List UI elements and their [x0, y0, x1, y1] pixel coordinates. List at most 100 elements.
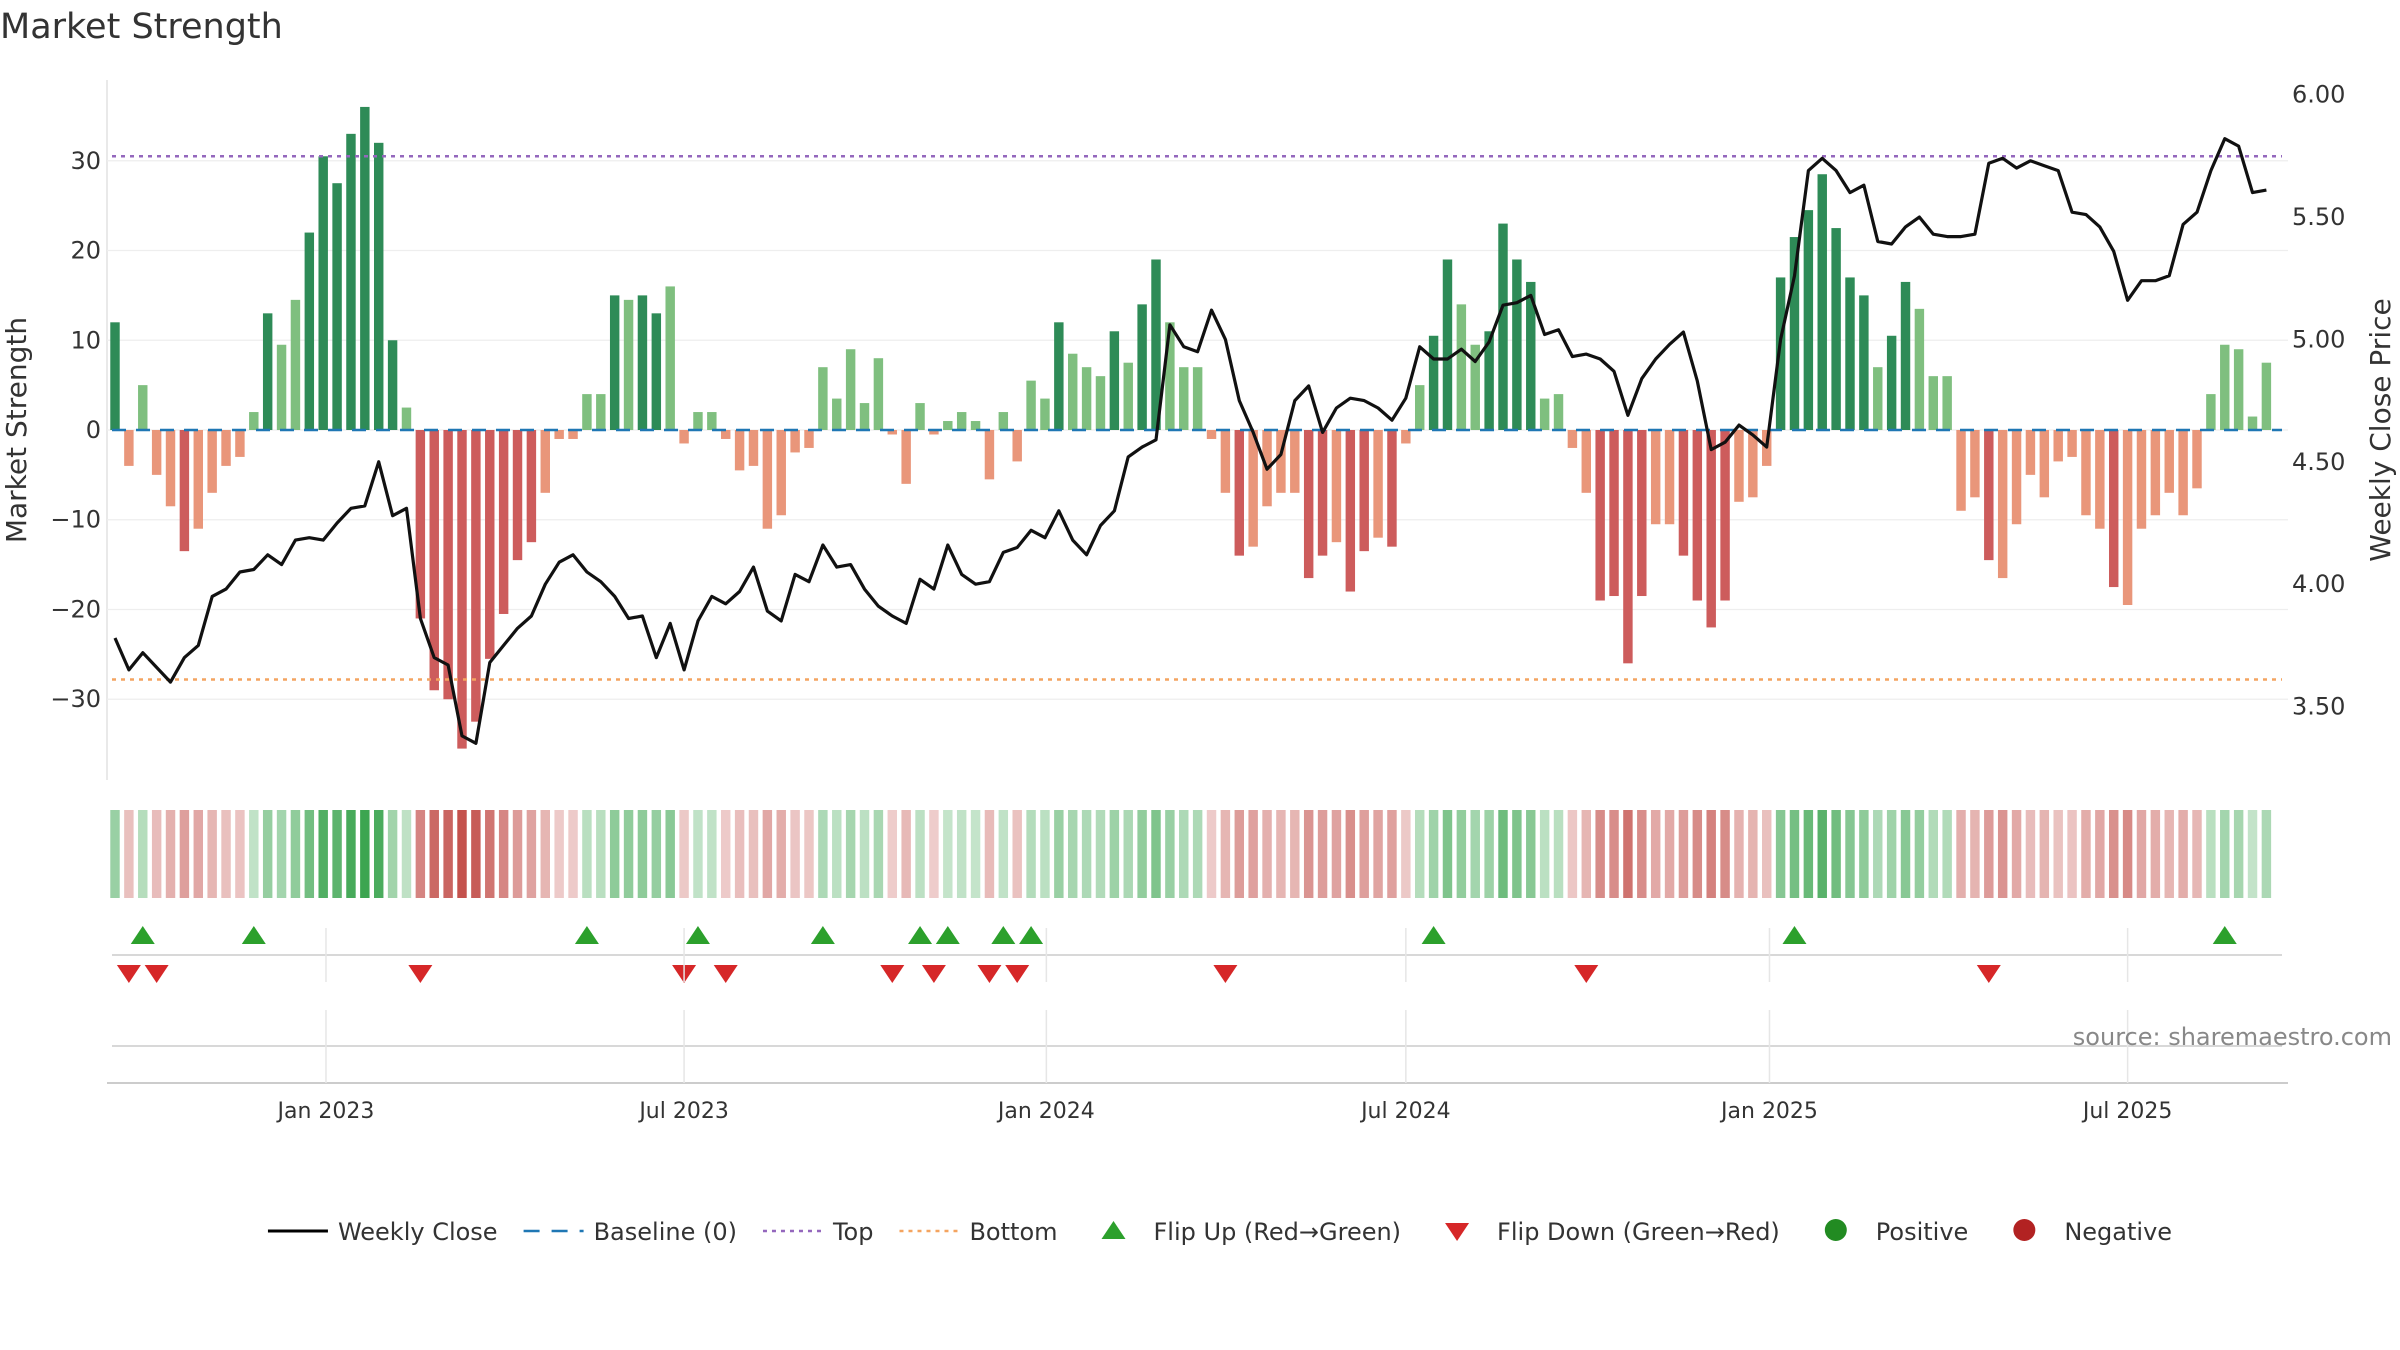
heat-cell: [901, 810, 911, 898]
strength-bar: [1734, 430, 1744, 502]
strength-bar: [1623, 430, 1633, 664]
heat-cell: [1026, 810, 1036, 898]
flip-down-marker: [880, 965, 905, 983]
strength-bar: [845, 349, 856, 430]
source-credit: source: sharemaestro.com: [2073, 1023, 2392, 1051]
heat-cell: [596, 810, 606, 898]
heat-cell: [2247, 810, 2258, 898]
y-axis-left: 30 20 10 0 −10 −20 −30: [50, 147, 101, 713]
heat-cell: [443, 810, 453, 898]
heat-cell: [1012, 810, 1022, 898]
strength-bar: [290, 299, 301, 430]
strength-bar: [1054, 322, 1064, 430]
strength-bar: [221, 430, 231, 466]
strength-bar: [1970, 430, 1980, 498]
flip-up-marker: [935, 926, 960, 944]
reference-lines: [112, 155, 2282, 681]
strength-bar: [1470, 344, 1480, 430]
heat-cell: [262, 810, 273, 898]
strength-bar: [596, 394, 606, 430]
heat-cell: [124, 810, 134, 898]
strength-bar: [1567, 430, 1578, 448]
heat-cell: [1248, 810, 1258, 898]
strength-bar: [1678, 430, 1689, 556]
heat-cell: [1845, 810, 1855, 898]
flip-down-marker: [977, 965, 1002, 983]
heat-cell: [693, 810, 703, 898]
strength-bar: [956, 412, 967, 430]
strength-bar: [1026, 380, 1036, 430]
heat-cell: [984, 810, 995, 898]
strength-bar: [2053, 430, 2063, 462]
strength-bar: [498, 430, 509, 614]
heat-cell: [1970, 810, 1980, 898]
heat-cell: [956, 810, 967, 898]
strength-bar: [193, 430, 203, 529]
heat-cell: [1512, 810, 1522, 898]
strength-bar: [554, 430, 564, 439]
strength-bar: [235, 430, 245, 457]
heat-cell: [887, 810, 897, 898]
strength-bar: [1012, 430, 1022, 462]
legend-swatch: [1824, 1219, 1847, 1241]
strength-bar: [1165, 322, 1175, 430]
heat-cell: [276, 810, 287, 898]
strength-bar: [1886, 335, 1897, 430]
strength-bar: [776, 430, 786, 516]
heat-cell: [1262, 810, 1272, 898]
strength-bar: [471, 430, 481, 722]
legend-label: Top: [832, 1218, 874, 1246]
flip-up-marker: [130, 926, 155, 944]
heat-cell: [193, 810, 203, 898]
heat-cell: [1526, 810, 1536, 898]
strength-bar: [1290, 430, 1300, 493]
strength-bar: [1595, 430, 1605, 601]
strength-bar: [443, 430, 453, 700]
legend-item: Flip Up (Red→Green): [1101, 1218, 1401, 1246]
heat-cell: [1609, 810, 1619, 898]
y-tick-label: −30: [50, 685, 101, 713]
heat-cell: [2261, 810, 2272, 898]
strength-bar: [748, 430, 759, 466]
heat-cell: [1290, 810, 1300, 898]
flip-down-marker: [1976, 965, 2001, 983]
heat-cell: [1442, 810, 1453, 898]
y-tick-label: 20: [70, 237, 101, 265]
strength-bar: [1234, 430, 1244, 556]
strength-bar: [124, 430, 134, 466]
strength-bar: [1498, 223, 1508, 430]
strength-bar: [623, 299, 634, 430]
heat-cell: [915, 810, 925, 898]
heat-cell: [1054, 810, 1064, 898]
strength-bar: [1428, 335, 1439, 430]
y-tick-label: 30: [70, 147, 101, 175]
heat-cell: [1345, 810, 1356, 898]
heat-cell: [2109, 810, 2119, 898]
heat-cell: [1109, 810, 1120, 898]
heat-cell: [1303, 810, 1314, 898]
heat-cell: [554, 810, 564, 898]
strength-bar: [276, 344, 287, 430]
heat-cell: [1650, 810, 1661, 898]
strength-bar: [2178, 430, 2188, 516]
strength-bar: [1401, 430, 1411, 444]
heat-cell: [1997, 810, 2008, 898]
strength-bar: [1345, 430, 1356, 592]
strength-bar: [1192, 367, 1203, 430]
strength-bar: [943, 421, 953, 430]
heat-cell: [637, 810, 648, 898]
strength-bar: [1040, 398, 1050, 430]
strength-bar: [2164, 430, 2174, 493]
heat-cell: [1553, 810, 1564, 898]
strength-bar: [859, 403, 870, 430]
heat-cell: [1539, 810, 1550, 898]
strength-bar: [637, 295, 648, 430]
strength-bar: [2122, 430, 2133, 605]
bottom-panel: [107, 1045, 2288, 1084]
strength-bar: [110, 322, 120, 430]
heat-cell: [2136, 810, 2147, 898]
y2-tick-label: 4.50: [2292, 448, 2345, 476]
heat-cell: [2164, 810, 2174, 898]
heat-cell: [1206, 810, 1217, 898]
